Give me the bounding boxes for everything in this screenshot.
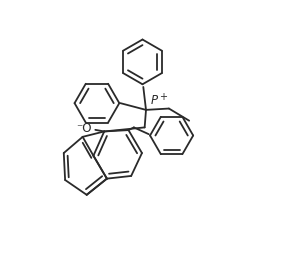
Text: P: P [151,94,158,107]
Text: +: + [159,92,167,102]
Text: ⁻O: ⁻O [77,122,92,135]
